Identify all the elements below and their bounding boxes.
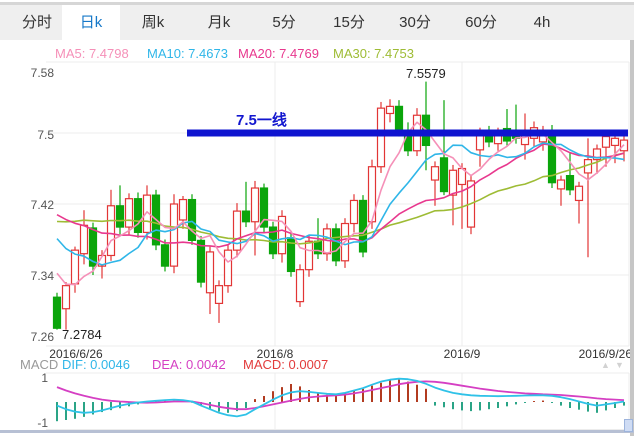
price-tick-750: 7.5 — [37, 128, 54, 142]
period-tabbar: 分时 日k 周k 月k 5分 15分 30分 60分 4h — [0, 5, 634, 40]
price-tick-734: 7.34 — [30, 269, 54, 283]
bottom-divider — [0, 430, 634, 433]
scroll-corner-handle[interactable] — [624, 419, 633, 432]
ma30-legend: MA30: 7.4753 — [333, 46, 414, 61]
ma5-legend: MA5: 7.4798 — [55, 46, 129, 61]
low-price-annotation: 7.2784 — [62, 327, 102, 342]
tab-weekly-k[interactable]: 周k — [141, 14, 165, 31]
tab-15min[interactable]: 15分 — [333, 14, 365, 31]
price-tick-726: 7.26 — [30, 330, 54, 344]
tab-60min[interactable]: 60分 — [465, 14, 497, 31]
macd-tick-top: 1 — [41, 371, 48, 385]
tab-30min[interactable]: 30分 — [399, 14, 431, 31]
support-line-label: 7.5一线 — [236, 112, 287, 129]
tab-intraday[interactable]: 分时 — [21, 14, 52, 31]
macd-layer — [56, 377, 625, 422]
high-price-annotation: 7.5579 — [406, 66, 446, 81]
date-tick-sep: 2016/9 — [443, 347, 481, 361]
price-tick-742: 7.42 — [30, 198, 54, 212]
window-top-edge — [0, 0, 634, 2]
macd-tick-bottom: -1 — [37, 416, 48, 430]
indicator-up-arrow-icon[interactable]: ▲ — [601, 360, 610, 370]
indicator-down-arrow-icon[interactable]: ▼ — [615, 360, 624, 370]
ma10-legend: MA10: 7.4673 — [147, 46, 228, 61]
ma20-legend: MA20: 7.4769 — [238, 46, 319, 61]
candles-layer — [52, 81, 629, 330]
window-top-divider — [0, 2, 634, 5]
tab-daily-k[interactable]: 日k — [62, 5, 120, 40]
date-tick-aug: 2016/8 — [256, 347, 294, 361]
tab-4h[interactable]: 4h — [533, 14, 551, 31]
price-tick-758: 7.58 — [30, 66, 54, 80]
macd-hist-value: MACD: 0.0007 — [243, 357, 329, 372]
support-line — [187, 129, 628, 137]
date-tick-start: 2016/6/26 — [49, 347, 103, 361]
tab-monthly-k[interactable]: 月k — [207, 14, 231, 31]
macd-dif-value: DIF: 0.0046 — [62, 357, 130, 372]
macd-dea-value: DEA: 0.0042 — [152, 357, 226, 372]
macd-panel-title: MACD — [20, 357, 59, 372]
vertical-scrollbar[interactable] — [630, 40, 634, 436]
date-tick-end: 2016/9/26 — [578, 347, 632, 361]
tab-5min[interactable]: 5分 — [272, 14, 296, 31]
